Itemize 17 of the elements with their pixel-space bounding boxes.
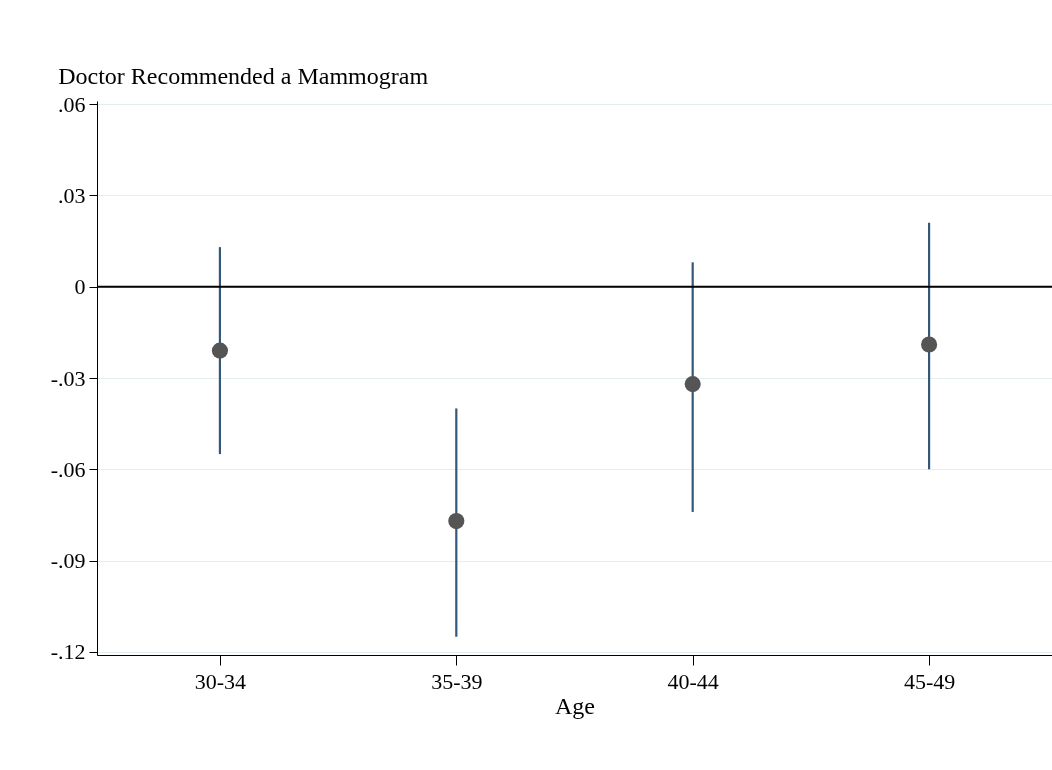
point [684, 376, 701, 393]
y-tick-label: 0 [74, 274, 86, 300]
y-tick-label: .03 [58, 182, 86, 208]
chart-title: Doctor Recommended a Mammogram [58, 63, 429, 90]
x-tick-label: 30-34 [194, 668, 247, 694]
y-tick-label: .06 [58, 91, 86, 117]
point [921, 336, 938, 353]
y-tick-label: -.06 [50, 456, 86, 482]
y-tick-label: -.03 [50, 365, 86, 391]
x-tick-label: 45-49 [903, 668, 956, 694]
x-tick-label: 40-44 [667, 668, 719, 694]
y-tick-label: -.09 [50, 548, 86, 574]
x-tick-label: 35-39 [431, 668, 483, 694]
y-tick-label: -.12 [50, 639, 86, 665]
point [211, 342, 228, 359]
point [448, 513, 465, 530]
x-axis-title: Age [555, 692, 595, 719]
